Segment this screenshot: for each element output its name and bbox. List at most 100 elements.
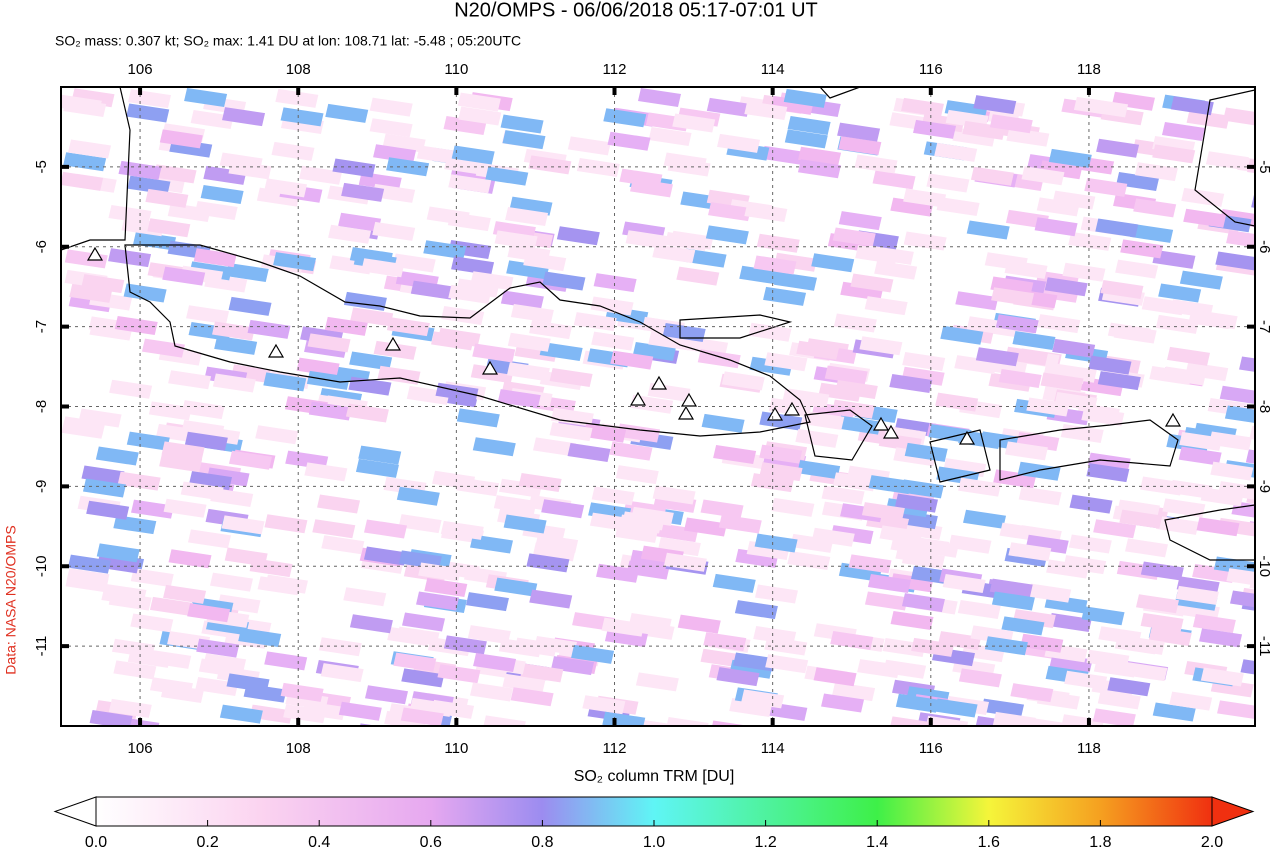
so2-pixel [542, 271, 586, 291]
so2-pixel [187, 603, 231, 623]
colorbar-tick-label: 0.6 [420, 834, 442, 851]
y-tick-label: -5 [1256, 160, 1272, 173]
y-tick-label: -10 [33, 555, 50, 577]
so2-pixel [1130, 223, 1174, 243]
colorbar-tick-label: 0.8 [531, 834, 553, 851]
colorbar-tick-label: 0.2 [196, 834, 218, 851]
so2-pixel [437, 664, 481, 684]
so2-pixel [1155, 515, 1199, 535]
so2-pixel [338, 212, 382, 232]
so2-pixel [317, 494, 361, 514]
so2-pixel [494, 230, 538, 250]
so2-pixel [797, 159, 841, 179]
so2-pixel [811, 527, 855, 547]
so2-pixel [257, 576, 301, 596]
y-tick-label: -6 [33, 240, 50, 253]
colorbar-tick-label: 2.0 [1201, 834, 1223, 851]
so2-pixel [753, 625, 797, 645]
so2-pixel [111, 638, 155, 658]
so2-pixel [850, 273, 894, 293]
so2-pixel [573, 312, 617, 332]
so2-pixel [957, 600, 1001, 620]
so2-pixel [187, 529, 231, 549]
so2-pixel [1081, 406, 1125, 426]
so2-pixel [734, 600, 778, 620]
so2-pixel [505, 207, 549, 227]
so2-pixel [226, 673, 270, 693]
so2-pixel [345, 403, 389, 423]
so2-pixel [372, 183, 416, 203]
y-tick-label: -5 [33, 160, 50, 173]
so2-pixel [440, 520, 484, 540]
so2-pixel [423, 240, 467, 260]
so2-pixel [402, 612, 446, 632]
so2-pixel [1210, 461, 1254, 481]
so2-pixel [1085, 98, 1129, 118]
so2-pixel [1141, 296, 1185, 316]
so2-pixel [615, 465, 659, 485]
so2-pixel [68, 139, 112, 159]
so2-pixel [163, 498, 207, 518]
so2-pixel [1199, 628, 1243, 648]
so2-pixel [998, 368, 1042, 388]
so2-pixel [716, 667, 760, 687]
so2-pixel [318, 637, 362, 657]
so2-pixel [904, 442, 948, 462]
so2-pixel [1135, 594, 1179, 614]
so2-pixel [264, 514, 308, 534]
so2-pixel [273, 252, 317, 272]
so2-pixel [705, 225, 749, 245]
so2-pixel [1163, 366, 1207, 386]
so2-pixel [652, 485, 696, 505]
x-tick-label: 114 [761, 61, 785, 78]
so2-pixel [708, 202, 752, 222]
so2-pixel [713, 444, 757, 464]
so2-pixel [1010, 683, 1054, 703]
so2-pixel [1245, 449, 1255, 464]
so2-pixel [483, 715, 526, 726]
so2-pixel [219, 704, 263, 724]
so2-pixel [443, 635, 487, 655]
so2-pixel [498, 638, 542, 658]
so2-pixel [1125, 538, 1169, 558]
so2-pixel [65, 573, 109, 593]
so2-pixel [821, 485, 865, 505]
so2-pixel [607, 131, 651, 151]
so2-pixel [963, 509, 1007, 529]
so2-pixel [149, 596, 193, 616]
so2-pixel [130, 613, 174, 633]
so2-pixel [181, 400, 225, 420]
so2-pixel [1226, 230, 1255, 248]
so2-pixel [320, 663, 364, 683]
so2-pixel [834, 380, 878, 400]
so2-pixel [1093, 519, 1137, 539]
so2-pixel [628, 613, 672, 633]
so2-pixel [1188, 310, 1232, 330]
so2-pixel [221, 515, 265, 535]
so2-pixel [465, 592, 509, 612]
so2-pixel [131, 499, 175, 519]
so2-pixel [868, 475, 912, 495]
so2-pixel [1068, 231, 1112, 251]
so2-pixel [448, 284, 492, 304]
so2-pixel [609, 441, 653, 461]
so2-pixel [506, 362, 550, 382]
so2-pixel [1170, 96, 1214, 116]
so2-pixel [63, 152, 107, 172]
so2-pixel [228, 296, 272, 316]
so2-pixel [900, 479, 944, 499]
so2-pixel [706, 97, 750, 117]
so2-pixel [114, 315, 158, 335]
so2-pixel [61, 171, 104, 191]
so2-pixel [307, 333, 351, 353]
so2-pixel [1048, 148, 1092, 168]
x-tick-label: 106 [128, 740, 153, 757]
so2-pixel [872, 170, 916, 190]
so2-pixel [765, 654, 809, 674]
so2-pixel [529, 589, 573, 609]
so2-pixel [991, 591, 1035, 611]
so2-pixel [549, 422, 593, 442]
so2-pixel [948, 534, 992, 554]
so2-pixel [520, 663, 564, 683]
so2-pixel [1229, 590, 1255, 608]
